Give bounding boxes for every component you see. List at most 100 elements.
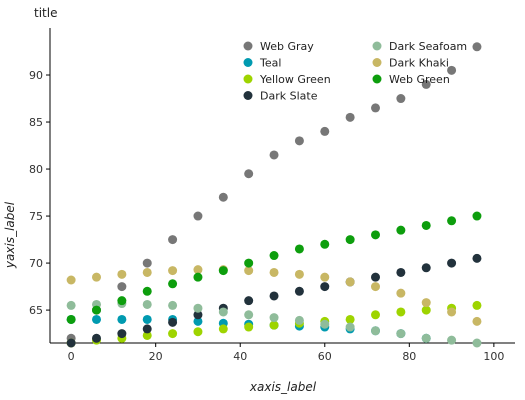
y-tick-label: 85 [29,116,43,129]
point-yellow-green [193,327,203,337]
y-tick-label: 75 [29,210,43,223]
axes: 65 70 75 80 85 90 0 20 40 60 80 100 [29,28,515,363]
chart-title: title [34,6,57,20]
point-dark-khaki [142,267,152,277]
point-dark-slate [92,333,101,343]
point-dark-seafoam [244,310,254,320]
x-tick-label: 20 [149,350,163,363]
y-tick-label: 65 [29,304,43,317]
point-dark-seafoam [421,333,431,343]
point-web-green [117,296,127,306]
point-yellow-green [472,300,482,310]
x-axis-label: xaxis_label [249,380,317,394]
point-dark-slate [294,286,304,296]
point-dark-slate [244,296,254,306]
point-dark-seafoam [396,329,406,339]
legend-swatch [372,58,382,67]
point-dark-slate [396,267,406,277]
y-tick-label: 80 [29,163,43,176]
point-dark-khaki [371,282,380,292]
point-dark-slate [117,329,127,339]
legend-item-teal: Teal [243,57,281,70]
point-dark-khaki [244,266,254,276]
point-dark-slate [193,310,203,320]
point-dark-slate [371,272,380,282]
x-tick-label: 100 [483,350,504,363]
point-dark-slate [66,338,76,348]
legend-item-dark-slate: Dark Slate [243,90,318,103]
point-web-gray [421,79,431,89]
legend-item-yellow-green: Yellow Green [243,73,331,86]
point-web-gray [371,103,380,113]
point-dark-slate [421,263,431,273]
point-web-green [371,230,380,240]
point-yellow-green [142,330,152,340]
legend-swatch [372,41,382,51]
point-yellow-green [345,314,355,324]
legend-label: Dark Seafoam [389,40,467,53]
point-yellow-green [421,305,431,315]
point-dark-seafoam [269,313,279,323]
point-dark-slate [320,282,330,292]
point-dark-khaki [345,277,355,287]
legend-label: Teal [259,57,281,70]
point-web-gray [117,282,127,292]
point-yellow-green [218,324,228,334]
point-dark-seafoam [66,300,76,310]
series-web-green [66,211,482,324]
point-yellow-green [269,320,279,330]
point-web-green [294,244,304,254]
legend-swatch [243,58,253,67]
series-yellow-green [66,300,482,348]
series-dark-slate [66,253,482,348]
legend-swatch [243,74,253,84]
point-dark-khaki [269,267,279,277]
y-tick-label: 90 [29,69,43,82]
point-yellow-green [244,322,254,332]
data-points [66,42,482,348]
legend-swatch [243,91,253,100]
legend-label: Web Gray [260,40,314,53]
point-dark-khaki [92,272,101,282]
point-dark-slate [168,317,178,327]
point-web-gray [294,136,304,146]
legend: Web Gray Teal Yellow Green Dark Slate Dark S… [243,40,467,103]
point-dark-seafoam [472,338,482,348]
point-web-green [472,211,482,221]
point-teal [193,316,203,326]
point-web-green [447,216,457,226]
point-dark-seafoam [371,326,380,336]
point-web-green [168,279,178,289]
point-web-gray [244,169,254,179]
x-tick-label: 0 [68,350,75,363]
point-web-gray [142,258,152,268]
legend-label: Yellow Green [259,73,331,86]
y-axis-label: yaxis_label [3,201,17,269]
point-dark-khaki [294,269,304,279]
legend-item-web-gray: Web Gray [243,40,314,53]
point-dark-seafoam [320,319,330,329]
point-yellow-green [168,329,178,339]
point-teal [117,314,127,324]
point-web-green [218,266,228,276]
series-web-gray [66,42,482,343]
legend-swatch [243,41,253,51]
point-web-gray [218,192,228,202]
legend-label: Web Green [389,73,450,86]
legend-label: Dark Slate [260,90,318,103]
point-dark-khaki [472,316,482,326]
point-dark-slate [472,253,482,263]
point-dark-seafoam [447,335,457,345]
point-dark-slate [447,258,457,268]
point-dark-slate [269,291,279,301]
x-tick-label: 40 [233,350,247,363]
point-web-green [66,314,76,324]
point-dark-seafoam [294,315,304,325]
point-dark-khaki [320,272,330,282]
point-dark-seafoam [142,299,152,309]
point-dark-khaki [168,266,178,276]
legend-item-dark-seafoam: Dark Seafoam [372,40,467,53]
series-dark-khaki [66,265,482,326]
point-web-gray [320,126,330,136]
